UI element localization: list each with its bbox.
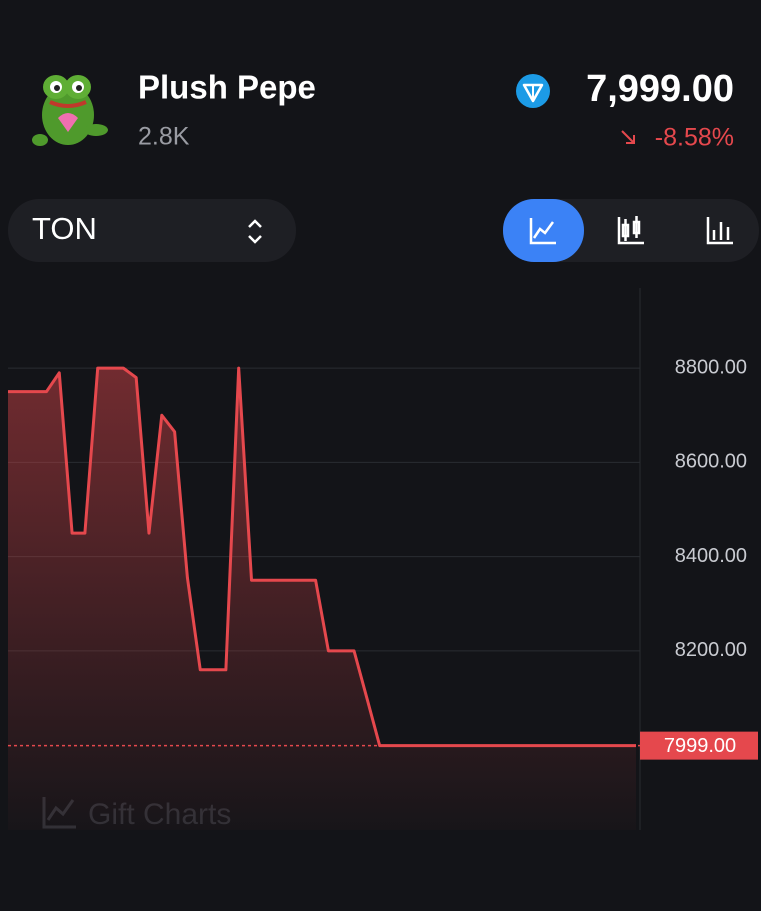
last-price-label: 7999.00 — [664, 735, 736, 757]
subtitle: 2.8K — [138, 123, 190, 151]
avatar — [32, 75, 108, 146]
candle-button[interactable] — [617, 216, 644, 245]
ton-icon — [516, 74, 550, 108]
y-tick-label: 8800.00 — [675, 356, 747, 378]
select-arrows — [248, 219, 262, 244]
change: -8.58% — [655, 124, 734, 152]
bar-button[interactable] — [706, 217, 733, 245]
area — [8, 368, 636, 830]
price: 7,999.00 — [586, 68, 734, 110]
y-tick-label: 8400.00 — [675, 545, 747, 567]
title: Plush Pepe — [138, 69, 316, 106]
down-arrow — [621, 130, 635, 144]
chart: Gift Charts8200.008400.008600.008800.007… — [8, 288, 758, 831]
currency-select[interactable] — [8, 199, 296, 262]
line-icon — [529, 218, 556, 245]
last-price-box — [640, 731, 758, 760]
y-tick-label: 8600.00 — [675, 451, 747, 473]
y-tick-label: 8200.00 — [675, 639, 747, 661]
currency: TON — [32, 211, 97, 246]
